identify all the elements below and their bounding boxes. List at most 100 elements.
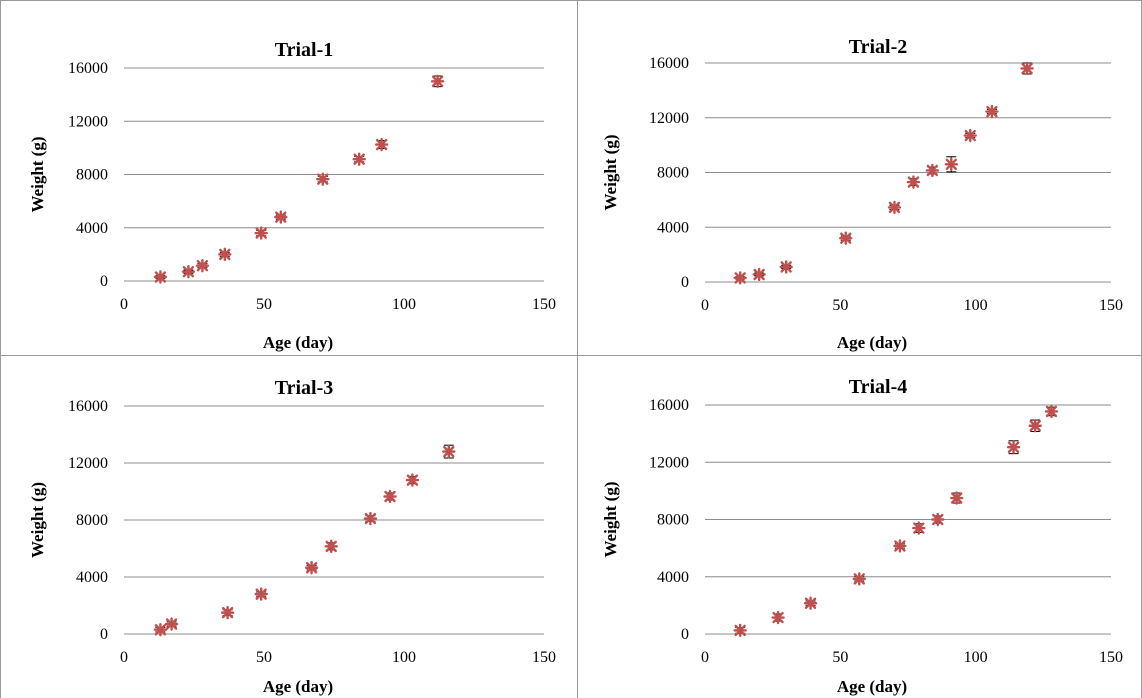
- data-marker: [985, 104, 999, 119]
- chart-panel-trial-3: 0 4000 8000 12000 16000 0 50 100 150 Trial-3 Age (…: [0, 356, 578, 698]
- data-point: [363, 511, 378, 526]
- x-tick-label: 0: [120, 649, 128, 666]
- data-point: [218, 247, 232, 262]
- data-point: [254, 226, 268, 240]
- x-tick-label: 0: [120, 296, 128, 313]
- chart-svg: 0 4000 8000 12000 16000 0 50 100 150 Trial-3 Age (…: [28, 377, 556, 696]
- y-tick-label: 4000: [76, 220, 108, 237]
- data-marker: [803, 596, 818, 610]
- data-marker: [218, 247, 232, 262]
- data-marker: [931, 512, 945, 527]
- data-marker: [442, 444, 456, 459]
- data-marker: [153, 623, 168, 637]
- data-marker: [771, 610, 785, 625]
- y-axis-title: Weight (g): [601, 134, 620, 210]
- chart-title: Trial-2: [849, 36, 908, 58]
- data-point: [164, 617, 179, 631]
- data-marker: [254, 226, 268, 240]
- data-marker: [324, 539, 338, 554]
- data-marker: [733, 271, 747, 285]
- y-tick-label: 8000: [657, 512, 689, 529]
- data-point: [771, 610, 785, 625]
- data-marker: [839, 231, 853, 245]
- chart-svg: 0 4000 8000 12000 16000 0 50 100 150 Trial-4 Age (…: [601, 376, 1123, 696]
- data-point: [944, 156, 959, 173]
- y-tick-label: 16000: [68, 60, 108, 77]
- x-tick-label: 100: [964, 297, 988, 314]
- x-axis-title: Age (day): [263, 677, 333, 696]
- data-marker: [1006, 440, 1021, 454]
- x-tick-label: 150: [532, 649, 556, 666]
- data-marker: [383, 489, 397, 504]
- data-point: [733, 623, 747, 638]
- data-point: [893, 539, 907, 553]
- y-axis-title: Weight (g): [28, 482, 47, 558]
- y-tick-label: 16000: [68, 398, 108, 415]
- data-marker: [153, 270, 168, 284]
- data-marker: [316, 172, 330, 186]
- data-point: [1020, 61, 1034, 76]
- data-marker: [1020, 61, 1034, 76]
- x-tick-label: 50: [832, 297, 848, 314]
- data-point: [985, 104, 999, 119]
- data-point: [383, 489, 397, 504]
- data-point: [374, 137, 389, 152]
- data-marker: [852, 572, 866, 586]
- x-tick-label: 50: [256, 296, 272, 313]
- data-point: [254, 587, 268, 601]
- data-marker: [374, 137, 389, 152]
- data-marker: [254, 587, 268, 601]
- data-point: [803, 596, 818, 610]
- y-tick-label: 8000: [76, 167, 108, 184]
- data-point: [925, 163, 940, 178]
- x-tick-label: 100: [392, 296, 416, 313]
- data-marker: [164, 617, 179, 631]
- y-tick-label: 8000: [657, 165, 689, 182]
- data-marker: [181, 264, 196, 279]
- chart-panel-trial-2: 0 4000 8000 12000 16000 0 50 100 150 Trial-2 Age (…: [578, 0, 1142, 356]
- x-tick-label: 100: [392, 649, 416, 666]
- data-point: [304, 561, 319, 575]
- x-tick-label: 150: [1099, 297, 1123, 314]
- data-marker: [963, 128, 977, 143]
- data-marker: [352, 152, 366, 166]
- data-marker: [779, 260, 793, 274]
- data-point: [912, 521, 926, 535]
- data-point: [1028, 419, 1042, 433]
- data-point: [153, 623, 168, 637]
- y-tick-label: 12000: [68, 113, 108, 130]
- data-point: [274, 210, 288, 224]
- chart-title: Trial-1: [275, 39, 334, 61]
- data-marker: [906, 175, 921, 189]
- data-marker: [733, 623, 747, 638]
- data-marker: [752, 267, 766, 282]
- y-tick-label: 4000: [657, 219, 689, 236]
- y-tick-label: 0: [681, 274, 689, 291]
- data-point: [405, 473, 420, 487]
- data-marker: [912, 521, 926, 535]
- x-tick-label: 50: [256, 649, 272, 666]
- y-tick-label: 0: [100, 626, 108, 643]
- x-axis-title: Age (day): [837, 333, 907, 352]
- chart-title: Trial-3: [275, 377, 334, 399]
- data-point: [1044, 404, 1059, 419]
- y-tick-label: 8000: [76, 512, 108, 529]
- y-tick-label: 12000: [68, 455, 108, 472]
- x-axis-title: Age (day): [837, 677, 907, 696]
- data-point: [1006, 440, 1021, 455]
- chart-title: Trial-4: [849, 376, 908, 398]
- chart-svg: 0 4000 8000 12000 16000 0 50 100 150 Trial-1 Age (…: [28, 39, 556, 352]
- data-point: [733, 271, 747, 285]
- y-axis-title: Weight (g): [28, 136, 47, 212]
- x-tick-label: 50: [832, 649, 848, 666]
- data-marker: [430, 74, 445, 89]
- y-tick-label: 4000: [76, 569, 108, 586]
- y-tick-label: 0: [681, 626, 689, 643]
- data-marker: [195, 258, 210, 273]
- data-point: [324, 539, 338, 554]
- data-point: [352, 152, 366, 166]
- data-point: [442, 444, 456, 459]
- data-point: [316, 172, 330, 186]
- data-point: [181, 264, 196, 279]
